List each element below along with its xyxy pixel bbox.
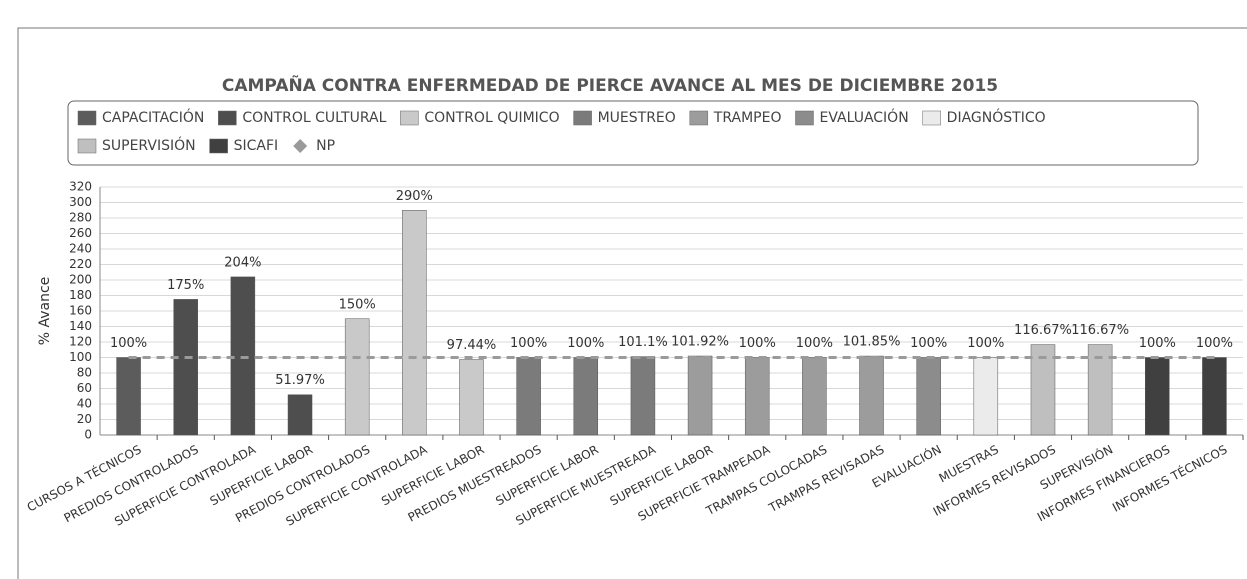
y-tick-label: 320 xyxy=(69,180,92,194)
data-label: 100% xyxy=(1139,336,1176,351)
y-tick-label: 240 xyxy=(69,242,92,256)
bar xyxy=(459,359,484,436)
data-label: 150% xyxy=(339,297,376,312)
legend-box xyxy=(67,100,1199,166)
y-tick-label: 60 xyxy=(77,381,92,395)
data-label: 100% xyxy=(1196,336,1233,351)
data-label: 101.1% xyxy=(618,335,668,350)
legend-label: DIAGNÓSTICO xyxy=(947,108,1046,126)
y-tick-label: 80 xyxy=(77,366,92,380)
bar xyxy=(573,357,599,436)
y-tick-label: 180 xyxy=(69,288,92,302)
chart-title: CAMPAÑA CONTRA ENFERMEDAD DE PIERCE AVAN… xyxy=(222,73,998,96)
bar xyxy=(1030,344,1056,436)
bar xyxy=(287,394,313,436)
bar xyxy=(687,355,713,436)
bar xyxy=(802,357,827,436)
legend-label: NP xyxy=(316,138,335,154)
y-tick-label: 300 xyxy=(69,195,92,209)
data-label: 116.67% xyxy=(1071,323,1129,338)
legend-label: EVALUACIÓN xyxy=(819,108,908,126)
bar xyxy=(1087,344,1113,436)
data-label: 100% xyxy=(739,336,776,351)
legend-swatch xyxy=(77,110,97,126)
legend-swatch xyxy=(77,138,97,154)
y-tick-label: 280 xyxy=(69,211,92,225)
bar xyxy=(344,318,370,436)
y-tick-label: 260 xyxy=(69,226,92,240)
bar xyxy=(973,357,999,436)
bar xyxy=(1202,357,1227,436)
data-label: 101.85% xyxy=(843,335,901,350)
legend-swatch xyxy=(209,138,228,154)
data-label: 290% xyxy=(396,189,433,204)
bar xyxy=(1145,357,1170,436)
y-tick-label: 200 xyxy=(69,273,92,287)
legend-label: SUPERVISIÓN xyxy=(102,136,196,154)
legend-label: SICAFI xyxy=(234,138,279,154)
bar xyxy=(859,355,884,436)
y-tick-label: 160 xyxy=(69,304,92,318)
y-tick-label: 120 xyxy=(69,335,92,349)
bar xyxy=(630,356,656,436)
bar xyxy=(402,210,427,436)
data-label: 204% xyxy=(224,255,261,270)
data-label: 100% xyxy=(796,336,833,351)
data-label: 100% xyxy=(510,336,547,351)
legend-swatch xyxy=(922,110,941,126)
data-label: 100% xyxy=(567,336,604,351)
data-label: 175% xyxy=(167,278,204,293)
data-label: 100% xyxy=(967,336,1004,351)
frame xyxy=(17,27,1247,579)
y-axis-label: % Avance xyxy=(37,277,53,346)
y-tick-label: 0 xyxy=(84,428,92,442)
bar xyxy=(744,357,770,436)
y-tick-label: 100 xyxy=(69,350,92,364)
legend-swatch xyxy=(573,110,592,126)
y-tick-label: 220 xyxy=(69,257,92,271)
legend-label: CONTROL CULTURAL xyxy=(242,110,386,126)
y-tick-label: 20 xyxy=(77,412,92,426)
legend-label: TRAMPEO xyxy=(713,110,782,126)
legend-label: CONTROL QUIMICO xyxy=(424,110,559,126)
y-tick-label: 140 xyxy=(69,319,92,333)
bar xyxy=(173,299,198,436)
legend-marker xyxy=(293,139,308,153)
data-label: 116.67% xyxy=(1014,323,1072,338)
legend-swatch xyxy=(218,110,237,126)
data-label: 97.44% xyxy=(447,338,497,353)
data-label: 51.97% xyxy=(275,373,325,388)
bar xyxy=(230,276,256,436)
data-label: 100% xyxy=(110,336,147,351)
bar xyxy=(116,357,141,436)
legend-swatch xyxy=(400,110,419,126)
data-label: 100% xyxy=(910,336,947,351)
y-tick-label: 40 xyxy=(77,397,92,411)
legend-label: CAPACITACIÓN xyxy=(102,108,204,126)
legend-label: MUESTREO xyxy=(598,110,676,126)
data-label: 101.92% xyxy=(671,335,729,350)
legend-swatch xyxy=(795,110,814,126)
bar xyxy=(516,357,541,436)
bar xyxy=(916,357,941,436)
legend-swatch xyxy=(689,110,709,126)
